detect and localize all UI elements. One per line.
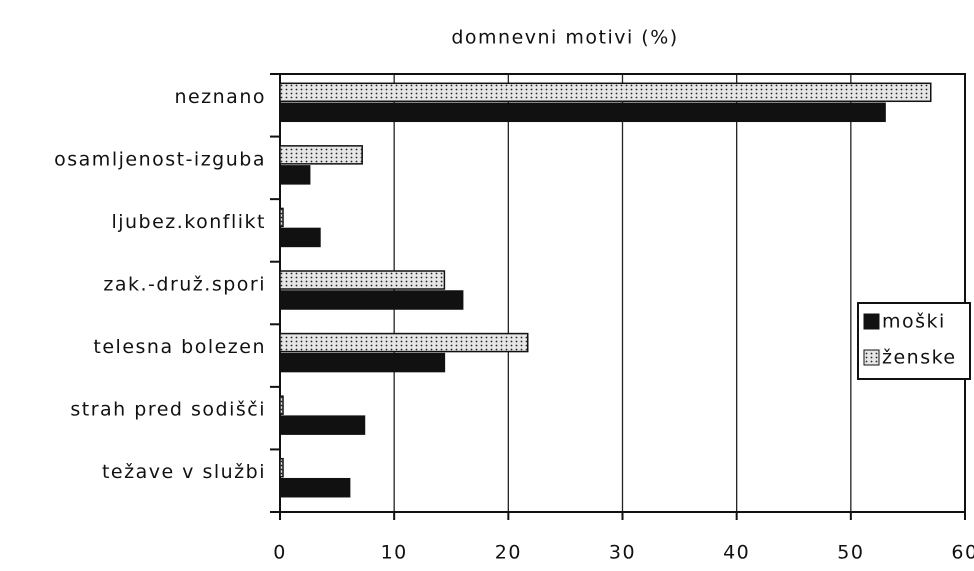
bar bbox=[279, 352, 446, 373]
x-tick-label: 60 bbox=[951, 542, 974, 564]
y-tick-label: težave v službi bbox=[102, 461, 266, 483]
y-tick-label: ljubez.konflikt bbox=[111, 211, 266, 233]
bar-pattern bbox=[280, 396, 283, 415]
legend-label: ženske bbox=[882, 347, 957, 369]
bar-pattern bbox=[280, 333, 528, 352]
chart-title: domnevni motivi (%) bbox=[451, 27, 678, 49]
y-tick-label: strah pred sodišči bbox=[70, 399, 266, 421]
bar-pattern bbox=[280, 208, 283, 227]
bar-pattern bbox=[280, 145, 363, 164]
bar bbox=[279, 227, 321, 248]
bar bbox=[279, 102, 886, 123]
x-tick-label: 50 bbox=[837, 542, 864, 564]
x-tick-label: 10 bbox=[381, 542, 408, 564]
legend: moški ženske bbox=[857, 302, 971, 380]
bar bbox=[279, 165, 311, 185]
bar bbox=[279, 290, 464, 310]
legend-swatch bbox=[863, 313, 880, 330]
bar-pattern bbox=[280, 271, 445, 289]
y-tick-label: zak.-druž.spori bbox=[103, 274, 266, 296]
y-tick-label: osamljenost-izguba bbox=[54, 148, 266, 170]
x-tick-label: 40 bbox=[723, 542, 750, 564]
y-tick-label: telesna bolezen bbox=[93, 336, 266, 358]
x-tick-label: 0 bbox=[273, 542, 287, 564]
legend-label: moški bbox=[882, 311, 946, 333]
y-tick-label: neznano bbox=[174, 86, 266, 108]
bar-pattern bbox=[280, 458, 283, 477]
bar-pattern bbox=[280, 83, 931, 102]
x-tick-label: 20 bbox=[495, 542, 522, 564]
bar bbox=[279, 415, 366, 435]
x-tick-label: 30 bbox=[609, 542, 636, 564]
legend-pattern bbox=[864, 350, 879, 365]
bar bbox=[279, 477, 351, 498]
